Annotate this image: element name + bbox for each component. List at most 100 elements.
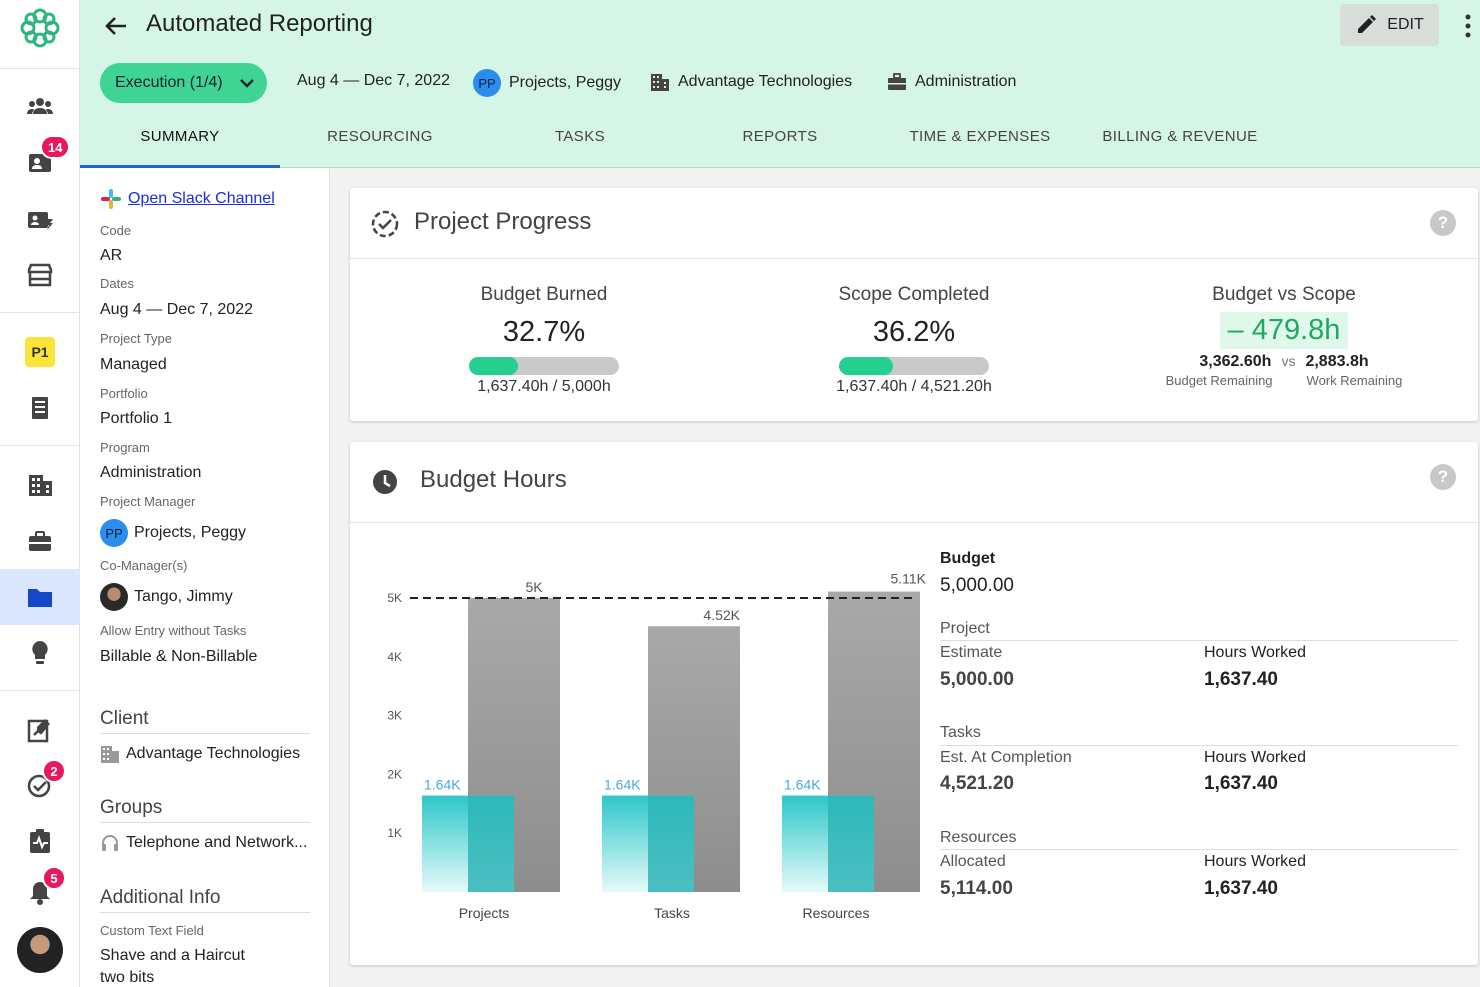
back-arrow-icon[interactable] bbox=[102, 12, 130, 40]
project-estimate-label: Estimate bbox=[940, 644, 1003, 661]
budget-vs-scope-title: Budget vs Scope bbox=[1212, 284, 1356, 305]
edit-button[interactable]: EDIT bbox=[1340, 4, 1439, 46]
p1-icon: P1 bbox=[25, 337, 55, 367]
budget-remaining-label: Budget Remaining bbox=[1165, 373, 1273, 388]
project-progress-card: Project Progress ? Budget Burned 32.7% 1… bbox=[350, 188, 1478, 421]
briefcase-icon bbox=[888, 73, 906, 90]
section-divider bbox=[940, 640, 1458, 641]
budget-vs-scope-value: – 479.8h bbox=[1219, 312, 1349, 349]
project-type-value: Managed bbox=[100, 356, 167, 373]
group-name: Telephone and Network... bbox=[126, 834, 308, 851]
user-avatar[interactable] bbox=[17, 927, 63, 973]
slack-link[interactable]: Open Slack Channel bbox=[100, 188, 275, 210]
program-value: Administration bbox=[100, 464, 202, 481]
rail-timesheet[interactable] bbox=[0, 705, 80, 755]
header-client[interactable]: Advantage Technologies bbox=[650, 72, 852, 92]
more-menu-icon[interactable] bbox=[1460, 12, 1476, 40]
additional-section-title: Additional Info bbox=[100, 887, 310, 913]
project-section-label: Project bbox=[940, 620, 990, 637]
pm-value[interactable]: PP Projects, Peggy bbox=[100, 519, 246, 547]
bar-hours-label: 1.64K bbox=[424, 777, 461, 793]
budget-burned-fill bbox=[469, 357, 519, 375]
rail-requests[interactable]: 14 bbox=[0, 135, 80, 187]
budget-hours-title: Budget Hours bbox=[420, 466, 567, 493]
tab-reports[interactable]: REPORTS bbox=[742, 128, 818, 145]
client-value[interactable]: Advantage Technologies bbox=[100, 744, 300, 764]
scope-completed-value: 36.2% bbox=[872, 316, 956, 348]
card-divider bbox=[350, 258, 1478, 259]
rail-contacts[interactable] bbox=[0, 195, 80, 245]
comanager-avatar bbox=[100, 583, 128, 611]
tab-tasks[interactable]: TASKS bbox=[554, 128, 606, 145]
budget-vs-scope-metric: Budget vs Scope – 479.8h 3,362.60h vs 2,… bbox=[1134, 284, 1434, 388]
project-estimate-value: 5,000.00 bbox=[940, 669, 1014, 690]
work-remaining-value: 2,883.8h bbox=[1305, 353, 1369, 370]
rail-ideas[interactable] bbox=[0, 628, 80, 678]
work-remaining-label: Work Remaining bbox=[1306, 373, 1403, 388]
comanager-name: Tango, Jimmy bbox=[134, 588, 233, 605]
project-type-label: Project Type bbox=[100, 331, 173, 346]
bar-budget-label: 5.11K bbox=[890, 571, 926, 587]
rail-clients[interactable] bbox=[0, 460, 80, 510]
header-manager[interactable]: PP Projects, Peggy bbox=[473, 69, 621, 97]
slack-icon bbox=[101, 189, 121, 209]
bar-overlap bbox=[648, 795, 694, 892]
client-name: Advantage Technologies bbox=[126, 745, 301, 762]
stage-label: Execution (1/4) bbox=[115, 74, 223, 91]
comanager-label: Co-Manager(s) bbox=[100, 558, 188, 573]
bar-overlap bbox=[828, 795, 874, 892]
comanager-value[interactable]: Tango, Jimmy bbox=[100, 583, 233, 611]
slack-link-label: Open Slack Channel bbox=[128, 190, 275, 207]
x-category-label: Resources bbox=[803, 905, 870, 921]
building-icon bbox=[101, 746, 119, 763]
budget-label: Budget bbox=[940, 550, 996, 567]
tab-time-expenses[interactable]: TIME & EXPENSES bbox=[909, 128, 1051, 145]
rail-store[interactable] bbox=[0, 250, 80, 300]
stage-dropdown[interactable]: Execution (1/4) bbox=[100, 63, 267, 103]
code-label: Code bbox=[100, 223, 132, 238]
tab-resourcing[interactable]: RESOURCING bbox=[327, 128, 433, 145]
rail-divider bbox=[0, 312, 80, 313]
project-header: Automated Reporting EDIT Execution (1/4)… bbox=[80, 0, 1480, 168]
resources-hours-worked-value: 1,637.40 bbox=[1204, 878, 1278, 899]
tab-summary[interactable]: SUMMARY bbox=[140, 128, 220, 145]
x-category-label: Tasks bbox=[654, 905, 690, 921]
rail-approvals[interactable]: 2 bbox=[0, 759, 80, 811]
budget-value: 5,000.00 bbox=[940, 575, 1014, 596]
code-value: AR bbox=[100, 247, 123, 264]
folder-icon bbox=[28, 589, 52, 607]
app-logo[interactable] bbox=[18, 6, 62, 50]
help-icon[interactable]: ? bbox=[1430, 464, 1456, 490]
building-icon bbox=[29, 475, 52, 496]
header-program[interactable]: Administration bbox=[887, 72, 1016, 92]
bar-hours-label: 1.64K bbox=[604, 777, 641, 793]
budget-burned-detail: 1,637.40h / 5,000h bbox=[477, 378, 611, 395]
pm-name: Projects, Peggy bbox=[134, 524, 247, 541]
rail-notifications[interactable]: 5 bbox=[0, 866, 80, 918]
group-value[interactable]: Telephone and Network... bbox=[100, 833, 307, 853]
y-tick-label: 3K bbox=[387, 709, 402, 723]
project-info-panel: Open Slack Channel Code AR Dates Aug 4 —… bbox=[80, 168, 330, 987]
budget-burned-value: 32.7% bbox=[502, 316, 586, 348]
resources-allocated-value: 5,114.00 bbox=[940, 878, 1013, 899]
edit-label: EDIT bbox=[1387, 16, 1424, 33]
rail-reports[interactable] bbox=[0, 816, 80, 866]
scope-completed-detail: 1,637.40h / 4,521.20h bbox=[836, 378, 992, 395]
client-name: Advantage Technologies bbox=[678, 73, 853, 90]
rail-p1[interactable]: P1 bbox=[0, 327, 80, 377]
tab-billing-revenue[interactable]: BILLING & REVENUE bbox=[1102, 128, 1258, 145]
budget-hours-card: Budget Hours ? 1K 2K 3K 4K 5K 5K 1.64K Projects… bbox=[350, 442, 1478, 965]
y-tick-label: 2K bbox=[387, 767, 402, 781]
help-icon[interactable]: ? bbox=[1430, 210, 1456, 236]
portfolio-value: Portfolio 1 bbox=[100, 410, 173, 427]
rail-people[interactable] bbox=[0, 82, 80, 132]
building-icon bbox=[651, 74, 669, 91]
rail-programs[interactable] bbox=[0, 516, 80, 566]
rail-projects[interactable] bbox=[0, 569, 80, 625]
tasks-eac-value: 4,521.20 bbox=[940, 773, 1014, 794]
manager-avatar: PP bbox=[473, 69, 501, 97]
manager-name: Projects, Peggy bbox=[509, 74, 622, 91]
tasks-section-label: Tasks bbox=[940, 724, 981, 741]
rail-notebook[interactable] bbox=[0, 383, 80, 433]
budget-burned-metric: Budget Burned 32.7% 1,637.40h / 5,000h bbox=[394, 284, 694, 396]
